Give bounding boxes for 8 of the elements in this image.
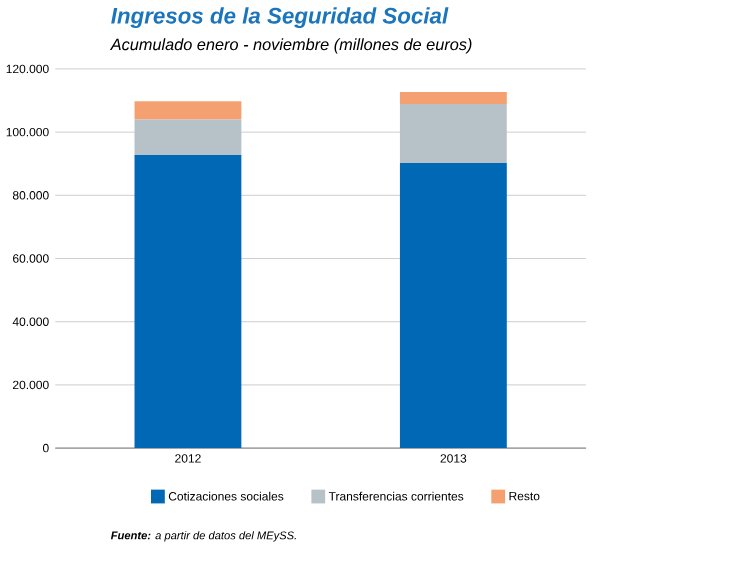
- bar: [399, 91, 507, 104]
- bar: [134, 119, 242, 155]
- bar: [134, 100, 242, 120]
- chart-subtitle: Acumulado enero - noviembre (millones de euros): [109, 38, 472, 54]
- bar: [399, 162, 507, 448]
- bar: [134, 154, 242, 448]
- bar: [399, 103, 507, 163]
- chart-title: Ingresos de la Seguridad Social: [111, 6, 449, 28]
